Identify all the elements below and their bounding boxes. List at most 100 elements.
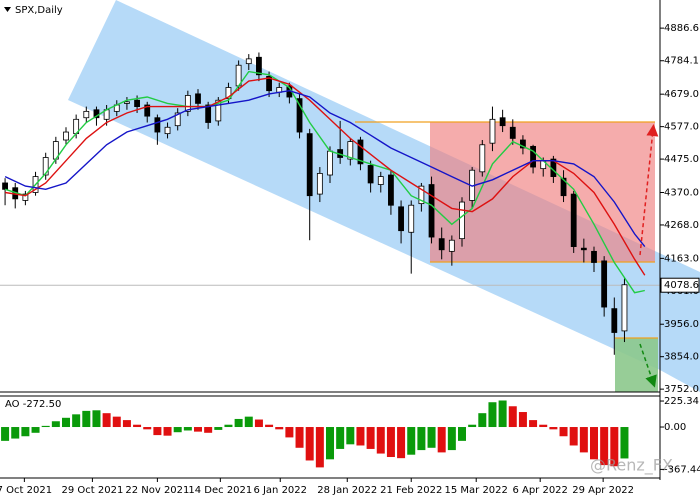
oscillator-bar bbox=[610, 427, 619, 467]
x-tick-label: 29 Oct 2021 bbox=[61, 485, 123, 496]
candle-body bbox=[509, 126, 516, 139]
y-tick-label: 3752.0 bbox=[664, 384, 699, 395]
y-tick-label: 4163.0 bbox=[664, 253, 699, 264]
oscillator-bar bbox=[31, 427, 40, 433]
moving-average bbox=[4, 89, 646, 248]
y-tick-label: 4886.6 bbox=[664, 23, 699, 34]
candle-body bbox=[83, 110, 90, 119]
oscillator-bar bbox=[518, 412, 527, 428]
oscillator-bar bbox=[417, 427, 426, 451]
candle-body bbox=[388, 174, 394, 206]
oscillator-bar bbox=[600, 427, 609, 466]
oscillator-bar bbox=[488, 402, 497, 428]
oscillator-bar bbox=[21, 427, 30, 437]
watermark: @Renz_FX bbox=[590, 456, 673, 476]
oscillator-bar bbox=[244, 416, 253, 428]
oscillator-bar bbox=[559, 427, 568, 437]
labels: 4886.6 4784.1 4679.0 4577.0 4475.0 4370.0 4268… bbox=[0, 23, 700, 496]
candle-body bbox=[489, 118, 496, 144]
candle-body bbox=[316, 173, 323, 195]
candle-body bbox=[570, 193, 577, 247]
candle-body bbox=[205, 104, 212, 123]
candle-body bbox=[63, 131, 69, 141]
candle-body bbox=[428, 184, 435, 238]
candle-body bbox=[398, 206, 404, 232]
oscillator-bar bbox=[41, 425, 50, 428]
candle-body bbox=[144, 104, 151, 117]
oscillator-bar bbox=[437, 427, 446, 453]
x-tick-label: 22 Nov 2021 bbox=[125, 485, 189, 496]
oscillator-bar bbox=[366, 427, 375, 449]
candle-body bbox=[530, 145, 536, 168]
candle-body bbox=[327, 150, 333, 176]
candle-body bbox=[438, 238, 445, 251]
oscillator-bar bbox=[254, 419, 263, 428]
candle-body bbox=[245, 58, 252, 65]
moving-average bbox=[4, 70, 645, 294]
oscillator-bar bbox=[590, 427, 598, 460]
candle-body bbox=[93, 109, 100, 119]
target-zone bbox=[430, 122, 655, 262]
menu-icon[interactable] bbox=[4, 7, 11, 12]
last-price-label: 4078.6 bbox=[664, 280, 699, 291]
oscillator-bar bbox=[285, 427, 294, 438]
oscillator-bar bbox=[51, 421, 60, 428]
oscillator-bar bbox=[326, 427, 334, 460]
chart-title: SPX,Daily bbox=[15, 5, 63, 16]
oscillator-bar bbox=[336, 427, 345, 449]
oscillator-bar bbox=[427, 427, 436, 448]
candle-body bbox=[418, 185, 425, 205]
candle-body bbox=[560, 177, 567, 197]
oscillator-bar bbox=[153, 427, 162, 436]
oscillator-bar bbox=[1, 427, 10, 441]
y-tick-label: 4475.0 bbox=[664, 154, 699, 165]
oscillator-bar bbox=[204, 427, 213, 433]
stop-zone bbox=[615, 338, 658, 392]
candle-body bbox=[499, 117, 506, 127]
candle-body bbox=[296, 98, 303, 133]
candle-body bbox=[134, 99, 140, 107]
oscillator-bar bbox=[458, 427, 466, 441]
last-price-box bbox=[660, 277, 700, 293]
oscillator-bar bbox=[356, 427, 365, 446]
oscillator-bar bbox=[529, 420, 538, 428]
candle-body bbox=[601, 260, 608, 308]
oscillator-bar bbox=[112, 416, 121, 428]
oscillator-bar bbox=[194, 427, 202, 432]
oscillator-bar bbox=[102, 413, 111, 428]
x-tick-label: 29 Apr 2022 bbox=[572, 485, 634, 496]
candle-body bbox=[2, 182, 8, 190]
candle-body bbox=[266, 75, 272, 92]
candle-body bbox=[184, 95, 191, 112]
oscillator-bar bbox=[224, 424, 233, 428]
y-tick-label: 3854.0 bbox=[664, 352, 699, 363]
oscillator-bar bbox=[478, 413, 487, 428]
oscillator-bar bbox=[275, 427, 284, 430]
candle-body bbox=[164, 126, 171, 135]
candle-body bbox=[42, 157, 49, 176]
y-tick-label: 3956.0 bbox=[664, 319, 699, 330]
x-tick-label: 15 Mar 2022 bbox=[445, 485, 508, 496]
candle-body bbox=[225, 87, 232, 100]
candle-body bbox=[448, 239, 455, 252]
candle-body bbox=[479, 144, 486, 173]
x-tick-label: 6 Apr 2022 bbox=[512, 485, 567, 496]
y-tick-label: 0.00 bbox=[664, 422, 686, 433]
oscillator-bar bbox=[265, 424, 274, 428]
oscillator-bar bbox=[62, 417, 70, 428]
y-tick-label: 4370.0 bbox=[664, 188, 699, 199]
candle-body bbox=[215, 99, 222, 122]
oscillator-bar bbox=[122, 420, 131, 428]
oscillator-bar bbox=[143, 427, 152, 430]
candle-body bbox=[22, 193, 29, 201]
oscillator-bar bbox=[569, 427, 578, 446]
oscillator-bar bbox=[315, 427, 324, 468]
candle-body bbox=[357, 139, 364, 165]
y-tick-label: 4784.1 bbox=[664, 56, 699, 67]
oscillator-bar bbox=[468, 424, 477, 428]
oscillator-bar bbox=[376, 427, 385, 454]
candle-body bbox=[174, 112, 181, 127]
oscillator-bar bbox=[82, 410, 91, 428]
